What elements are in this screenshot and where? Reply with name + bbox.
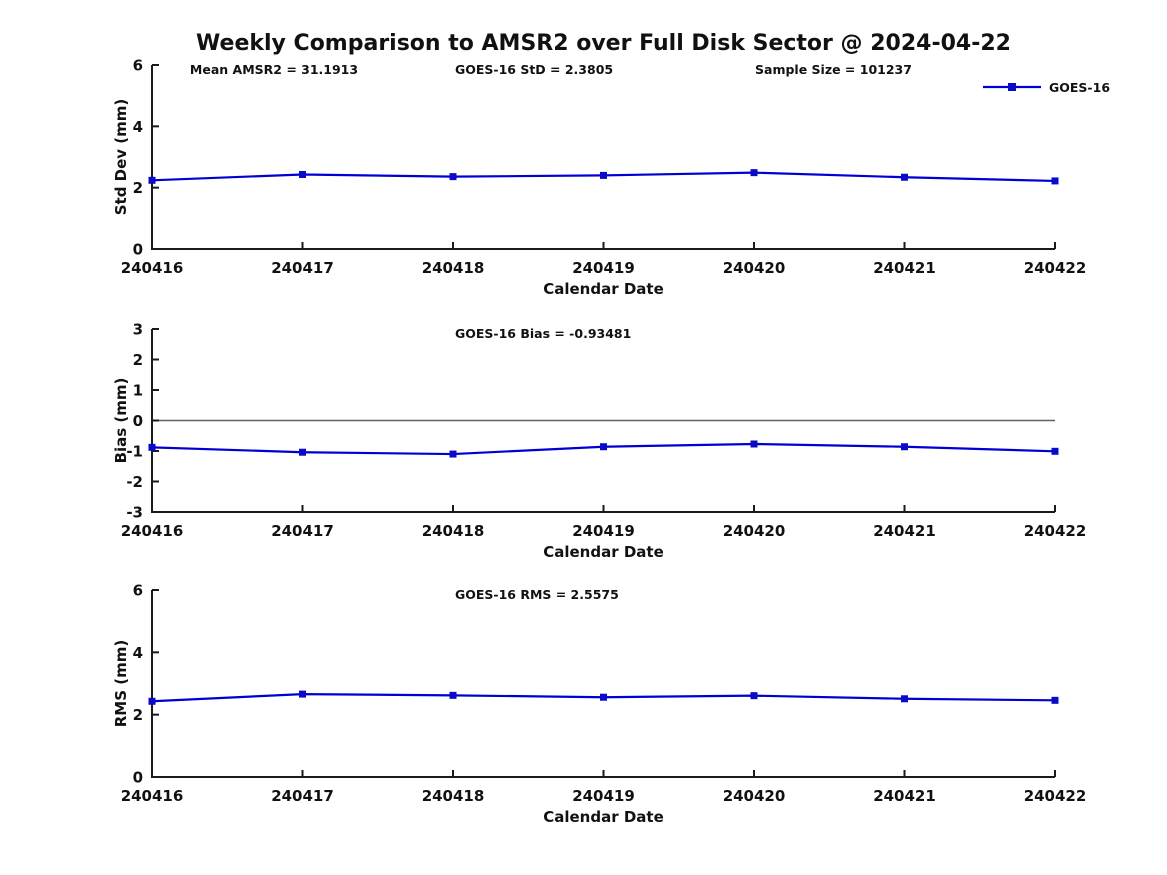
y-axis-label: Bias (mm) <box>112 378 130 464</box>
data-point-marker <box>1051 177 1059 185</box>
annotation: GOES-16 Bias = -0.93481 <box>455 326 631 341</box>
y-tick-label: 4 <box>133 644 143 662</box>
x-tick-label: 240421 <box>873 259 936 277</box>
x-tick-label: 240422 <box>1024 522 1087 540</box>
data-point-marker <box>449 691 457 699</box>
x-tick-label: 240418 <box>422 259 485 277</box>
x-tick-label: 240420 <box>723 522 786 540</box>
annotation: Mean AMSR2 = 31.1913 <box>190 62 358 77</box>
y-axis-label: Std Dev (mm) <box>112 99 130 216</box>
x-tick-label: 240417 <box>271 522 334 540</box>
y-tick-label: 4 <box>133 118 143 136</box>
y-tick-label: 1 <box>133 382 143 400</box>
annotation: GOES-16 StD = 2.3805 <box>455 62 613 77</box>
data-point-marker <box>600 171 607 179</box>
subplot-rms: 0 2 4 6 240416 240417 240418 240419 240420 240421… <box>112 582 1086 827</box>
annotation: GOES-16 RMS = 2.5575 <box>455 587 619 602</box>
data-point-marker <box>600 693 607 701</box>
x-tick-label: 240420 <box>723 259 786 277</box>
y-tick-label: 3 <box>133 321 143 339</box>
data-point-marker <box>1051 696 1059 704</box>
x-tick-label: 240420 <box>723 787 786 805</box>
x-tick-label: 240418 <box>422 522 485 540</box>
y-tick-label: 2 <box>133 706 143 724</box>
x-tick-label: 240421 <box>873 787 936 805</box>
x-tick-label: 240416 <box>121 787 184 805</box>
subplot-stddev: 0 2 4 6 240416 240417 240418 240419 240420 240421… <box>112 57 1110 299</box>
data-point-marker <box>901 443 908 451</box>
y-tick-label: 2 <box>133 179 143 197</box>
data-point-marker <box>750 169 758 177</box>
x-tick-label: 240417 <box>271 787 334 805</box>
data-point-marker <box>449 173 457 181</box>
data-point-marker <box>148 176 156 184</box>
x-tick-label: 240418 <box>422 787 485 805</box>
x-axis-label: Calendar Date <box>543 280 664 298</box>
y-tick-label: 0 <box>133 241 143 259</box>
data-point-marker <box>600 443 607 451</box>
legend-label: GOES-16 <box>1049 80 1110 95</box>
data-point-marker <box>449 450 457 458</box>
x-tick-label: 240422 <box>1024 787 1087 805</box>
y-tick-label: 0 <box>133 769 143 787</box>
data-point-marker <box>1051 447 1059 455</box>
data-point-marker <box>901 695 908 703</box>
annotation: Sample Size = 101237 <box>755 62 912 77</box>
data-point-marker <box>148 697 156 705</box>
data-point-marker <box>901 173 908 181</box>
y-tick-label: -2 <box>126 473 143 491</box>
data-point-marker <box>299 448 306 456</box>
y-tick-label: 2 <box>133 351 143 369</box>
x-tick-label: 240422 <box>1024 259 1087 277</box>
y-tick-label: -3 <box>126 504 143 522</box>
x-tick-label: 240419 <box>572 787 635 805</box>
y-tick-label: 6 <box>133 582 143 600</box>
x-tick-label: 240421 <box>873 522 936 540</box>
x-tick-label: 240419 <box>572 259 635 277</box>
y-tick-label: 0 <box>133 412 143 430</box>
x-tick-label: 240416 <box>121 522 184 540</box>
data-point-marker <box>750 692 758 700</box>
legend-marker <box>1008 83 1016 91</box>
x-tick-label: 240416 <box>121 259 184 277</box>
y-tick-label: -1 <box>126 443 143 461</box>
x-tick-label: 240419 <box>572 522 635 540</box>
data-point-marker <box>148 443 156 451</box>
subplot-bias: -3 -2 -1 0 1 2 3 240416 240417 240418 240419 240420… <box>112 321 1086 562</box>
x-tick-label: 240417 <box>271 259 334 277</box>
x-axis-label: Calendar Date <box>543 808 664 826</box>
x-axis-label: Calendar Date <box>543 543 664 561</box>
legend: GOES-16 <box>983 80 1110 95</box>
data-point-marker <box>299 690 306 698</box>
y-axis-label: RMS (mm) <box>112 640 130 727</box>
y-tick-label: 6 <box>133 57 143 75</box>
data-point-marker <box>750 440 758 448</box>
data-point-marker <box>299 170 306 178</box>
page-title: Weekly Comparison to AMSR2 over Full Dis… <box>196 31 1011 56</box>
